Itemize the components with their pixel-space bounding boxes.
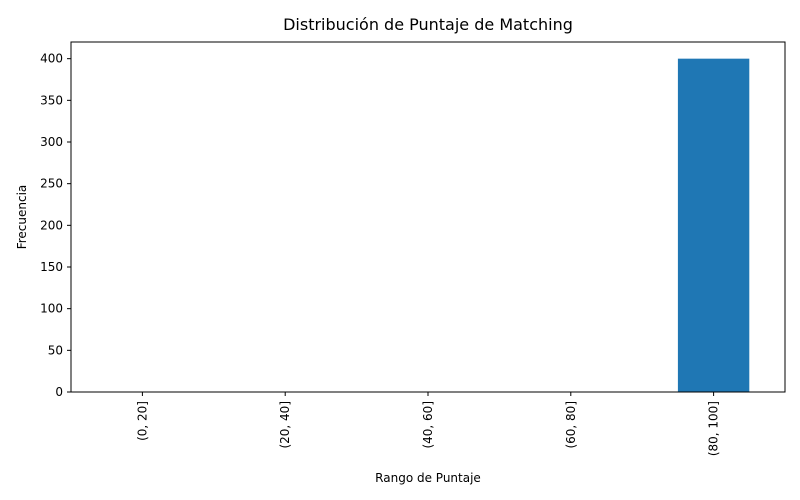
y-tick-label: 50 — [48, 343, 63, 357]
chart-title: Distribución de Puntaje de Matching — [283, 15, 573, 34]
y-tick-label: 150 — [40, 260, 63, 274]
y-tick-label: 250 — [40, 177, 63, 191]
x-tick-label: (60, 80] — [564, 401, 578, 449]
y-tick-label: 350 — [40, 93, 63, 107]
x-axis-label: Rango de Puntaje — [375, 471, 481, 485]
x-tick-label: (80, 100] — [707, 401, 721, 456]
plot-frame — [70, 41, 786, 393]
y-ticks-group: 0 50 100 150 200 250 300 350 400 — [40, 52, 71, 399]
bar — [677, 58, 750, 393]
bars-group — [677, 58, 750, 393]
y-tick-label: 200 — [40, 218, 63, 232]
x-tick-label: (40, 60] — [421, 401, 435, 449]
y-tick-label: 0 — [55, 385, 63, 399]
x-tick-label: (0, 20] — [135, 401, 149, 441]
y-tick-label: 100 — [40, 302, 63, 316]
x-ticks-group: (0, 20] (20, 40] (40, 60] (60, 80] (80, 100] — [135, 392, 721, 456]
y-tick-label: 400 — [40, 52, 63, 66]
y-axis-label: Frecuencia — [15, 185, 29, 250]
y-tick-label: 300 — [40, 135, 63, 149]
x-tick-label: (20, 40] — [278, 401, 292, 449]
